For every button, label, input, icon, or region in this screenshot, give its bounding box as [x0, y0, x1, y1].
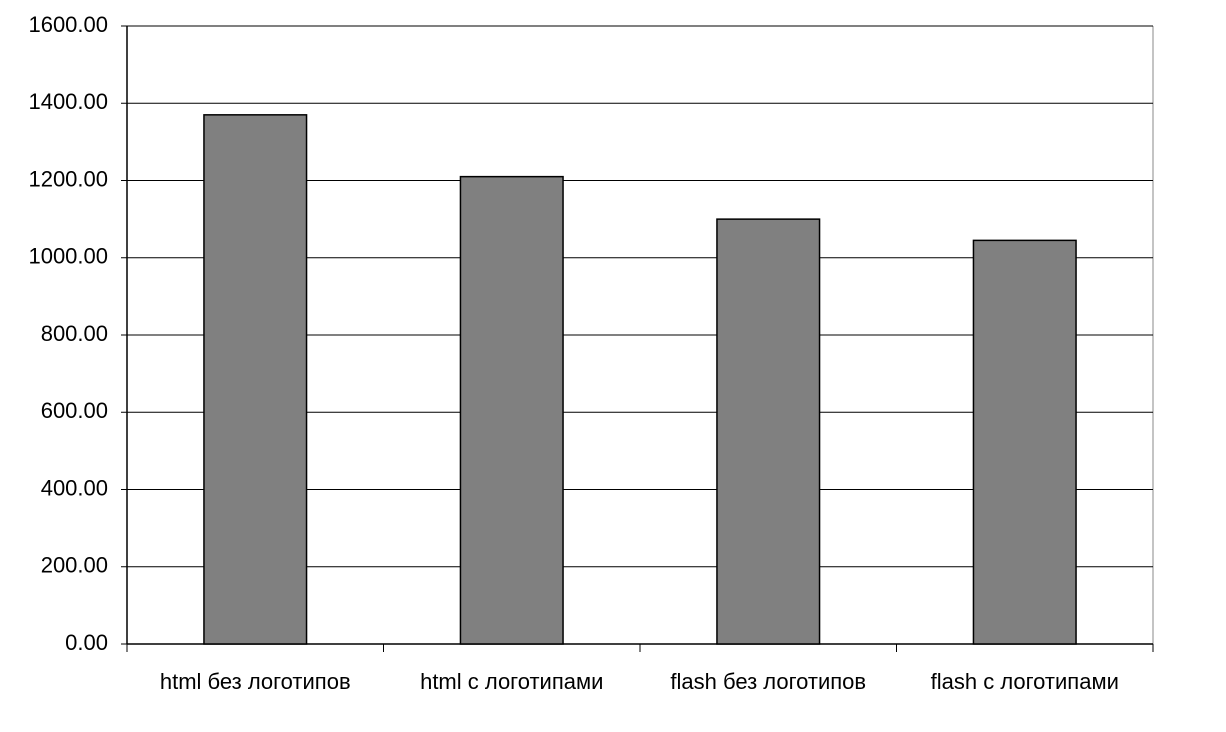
y-tick-label: 600.00: [41, 398, 108, 423]
y-tick-label: 400.00: [41, 475, 108, 500]
x-tick-label: flash с логотипами: [931, 669, 1119, 694]
y-tick-label: 1200.00: [28, 166, 108, 191]
y-tick-label: 1000.00: [28, 244, 108, 269]
bar: [716, 218, 821, 645]
y-tick-label: 200.00: [41, 553, 108, 578]
y-tick-label: 0.00: [65, 630, 108, 655]
x-tick-label: html с логотипами: [420, 669, 603, 694]
y-tick-label: 800.00: [41, 321, 108, 346]
bar: [972, 239, 1077, 645]
x-tick-label: flash без логотипов: [670, 669, 866, 694]
y-tick-label: 1600.00: [28, 12, 108, 37]
bar: [203, 114, 308, 645]
x-tick-label: html без логотипов: [160, 669, 351, 694]
y-tick-label: 1400.00: [28, 89, 108, 114]
bar: [459, 175, 564, 645]
